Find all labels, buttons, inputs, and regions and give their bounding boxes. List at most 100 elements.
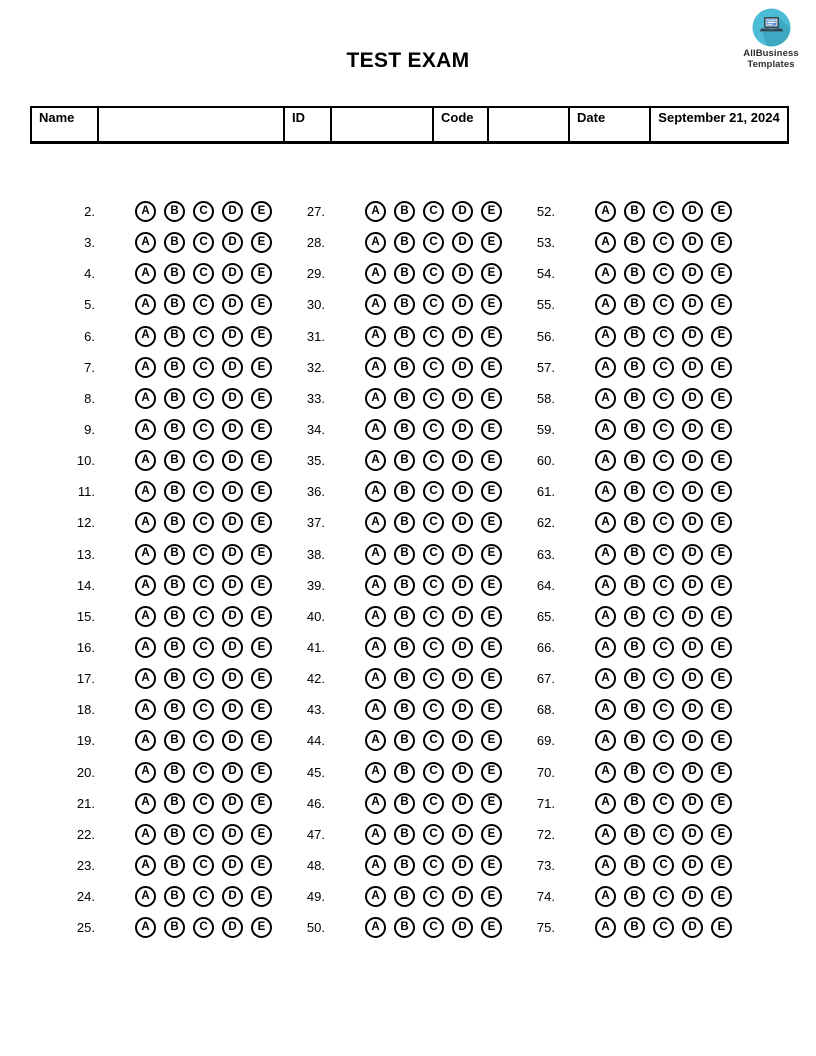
bubble-q54-E[interactable]: E	[711, 263, 732, 285]
bubble-q38-E[interactable]: E	[481, 543, 502, 565]
bubble-q38-A[interactable]: A	[365, 543, 386, 565]
bubble-q53-B[interactable]: B	[624, 232, 645, 254]
bubble-q65-D[interactable]: D	[682, 605, 703, 627]
bubble-q46-C[interactable]: C	[423, 792, 444, 814]
bubble-q52-C[interactable]: C	[653, 201, 674, 223]
bubble-q48-D[interactable]: D	[452, 855, 473, 877]
bubble-q56-A[interactable]: A	[595, 325, 616, 347]
bubble-q6-E[interactable]: E	[251, 325, 272, 347]
bubble-q63-E[interactable]: E	[711, 543, 732, 565]
bubble-q13-D[interactable]: D	[222, 543, 243, 565]
bubble-q63-A[interactable]: A	[595, 543, 616, 565]
bubble-q10-D[interactable]: D	[222, 450, 243, 472]
bubble-q55-C[interactable]: C	[653, 294, 674, 316]
bubble-q33-B[interactable]: B	[394, 387, 415, 409]
bubble-q4-E[interactable]: E	[251, 263, 272, 285]
bubble-q47-E[interactable]: E	[481, 823, 502, 845]
bubble-q11-A[interactable]: A	[135, 481, 156, 503]
bubble-q50-B[interactable]: B	[394, 917, 415, 939]
bubble-q37-E[interactable]: E	[481, 512, 502, 534]
bubble-q70-B[interactable]: B	[624, 761, 645, 783]
bubble-q72-E[interactable]: E	[711, 823, 732, 845]
bubble-q68-B[interactable]: B	[624, 699, 645, 721]
bubble-q58-E[interactable]: E	[711, 387, 732, 409]
bubble-q35-A[interactable]: A	[365, 450, 386, 472]
bubble-q28-B[interactable]: B	[394, 232, 415, 254]
bubble-q14-D[interactable]: D	[222, 574, 243, 596]
bubble-q37-B[interactable]: B	[394, 512, 415, 534]
bubble-q16-D[interactable]: D	[222, 637, 243, 659]
bubble-q57-A[interactable]: A	[595, 356, 616, 378]
bubble-q65-C[interactable]: C	[653, 605, 674, 627]
bubble-q10-C[interactable]: C	[193, 450, 214, 472]
bubble-q13-C[interactable]: C	[193, 543, 214, 565]
bubble-q53-E[interactable]: E	[711, 232, 732, 254]
bubble-q40-C[interactable]: C	[423, 605, 444, 627]
bubble-q16-A[interactable]: A	[135, 637, 156, 659]
bubble-q42-E[interactable]: E	[481, 668, 502, 690]
bubble-q42-B[interactable]: B	[394, 668, 415, 690]
bubble-q57-D[interactable]: D	[682, 356, 703, 378]
bubble-q11-C[interactable]: C	[193, 481, 214, 503]
bubble-q31-B[interactable]: B	[394, 325, 415, 347]
bubble-q36-A[interactable]: A	[365, 481, 386, 503]
bubble-q23-A[interactable]: A	[135, 855, 156, 877]
bubble-q39-C[interactable]: C	[423, 574, 444, 596]
bubble-q20-E[interactable]: E	[251, 761, 272, 783]
bubble-q35-D[interactable]: D	[452, 450, 473, 472]
bubble-q29-B[interactable]: B	[394, 263, 415, 285]
bubble-q11-D[interactable]: D	[222, 481, 243, 503]
bubble-q59-C[interactable]: C	[653, 419, 674, 441]
bubble-q67-D[interactable]: D	[682, 668, 703, 690]
bubble-q47-A[interactable]: A	[365, 823, 386, 845]
bubble-q5-C[interactable]: C	[193, 294, 214, 316]
bubble-q3-E[interactable]: E	[251, 232, 272, 254]
bubble-q56-B[interactable]: B	[624, 325, 645, 347]
bubble-q36-B[interactable]: B	[394, 481, 415, 503]
bubble-q60-D[interactable]: D	[682, 450, 703, 472]
bubble-q28-D[interactable]: D	[452, 232, 473, 254]
bubble-q53-A[interactable]: A	[595, 232, 616, 254]
bubble-q46-A[interactable]: A	[365, 792, 386, 814]
bubble-q8-E[interactable]: E	[251, 387, 272, 409]
bubble-q6-A[interactable]: A	[135, 325, 156, 347]
bubble-q49-B[interactable]: B	[394, 886, 415, 908]
bubble-q40-D[interactable]: D	[452, 605, 473, 627]
bubble-q25-E[interactable]: E	[251, 917, 272, 939]
bubble-q74-A[interactable]: A	[595, 886, 616, 908]
bubble-q22-A[interactable]: A	[135, 823, 156, 845]
bubble-q9-A[interactable]: A	[135, 419, 156, 441]
bubble-q39-D[interactable]: D	[452, 574, 473, 596]
bubble-q45-D[interactable]: D	[452, 761, 473, 783]
bubble-q60-C[interactable]: C	[653, 450, 674, 472]
bubble-q2-A[interactable]: A	[135, 201, 156, 223]
bubble-q37-D[interactable]: D	[452, 512, 473, 534]
bubble-q67-B[interactable]: B	[624, 668, 645, 690]
bubble-q53-C[interactable]: C	[653, 232, 674, 254]
bubble-q31-D[interactable]: D	[452, 325, 473, 347]
bubble-q14-C[interactable]: C	[193, 574, 214, 596]
bubble-q69-C[interactable]: C	[653, 730, 674, 752]
name-value-field[interactable]	[97, 106, 285, 143]
bubble-q7-E[interactable]: E	[251, 356, 272, 378]
bubble-q74-E[interactable]: E	[711, 886, 732, 908]
bubble-q45-B[interactable]: B	[394, 761, 415, 783]
bubble-q38-C[interactable]: C	[423, 543, 444, 565]
bubble-q34-B[interactable]: B	[394, 419, 415, 441]
bubble-q60-A[interactable]: A	[595, 450, 616, 472]
bubble-q21-B[interactable]: B	[164, 792, 185, 814]
bubble-q44-C[interactable]: C	[423, 730, 444, 752]
bubble-q72-A[interactable]: A	[595, 823, 616, 845]
bubble-q68-E[interactable]: E	[711, 699, 732, 721]
code-value-field[interactable]	[487, 106, 570, 143]
bubble-q22-D[interactable]: D	[222, 823, 243, 845]
bubble-q68-C[interactable]: C	[653, 699, 674, 721]
bubble-q18-C[interactable]: C	[193, 699, 214, 721]
bubble-q15-C[interactable]: C	[193, 605, 214, 627]
bubble-q58-C[interactable]: C	[653, 387, 674, 409]
bubble-q5-E[interactable]: E	[251, 294, 272, 316]
bubble-q4-A[interactable]: A	[135, 263, 156, 285]
bubble-q69-A[interactable]: A	[595, 730, 616, 752]
bubble-q5-D[interactable]: D	[222, 294, 243, 316]
bubble-q54-C[interactable]: C	[653, 263, 674, 285]
